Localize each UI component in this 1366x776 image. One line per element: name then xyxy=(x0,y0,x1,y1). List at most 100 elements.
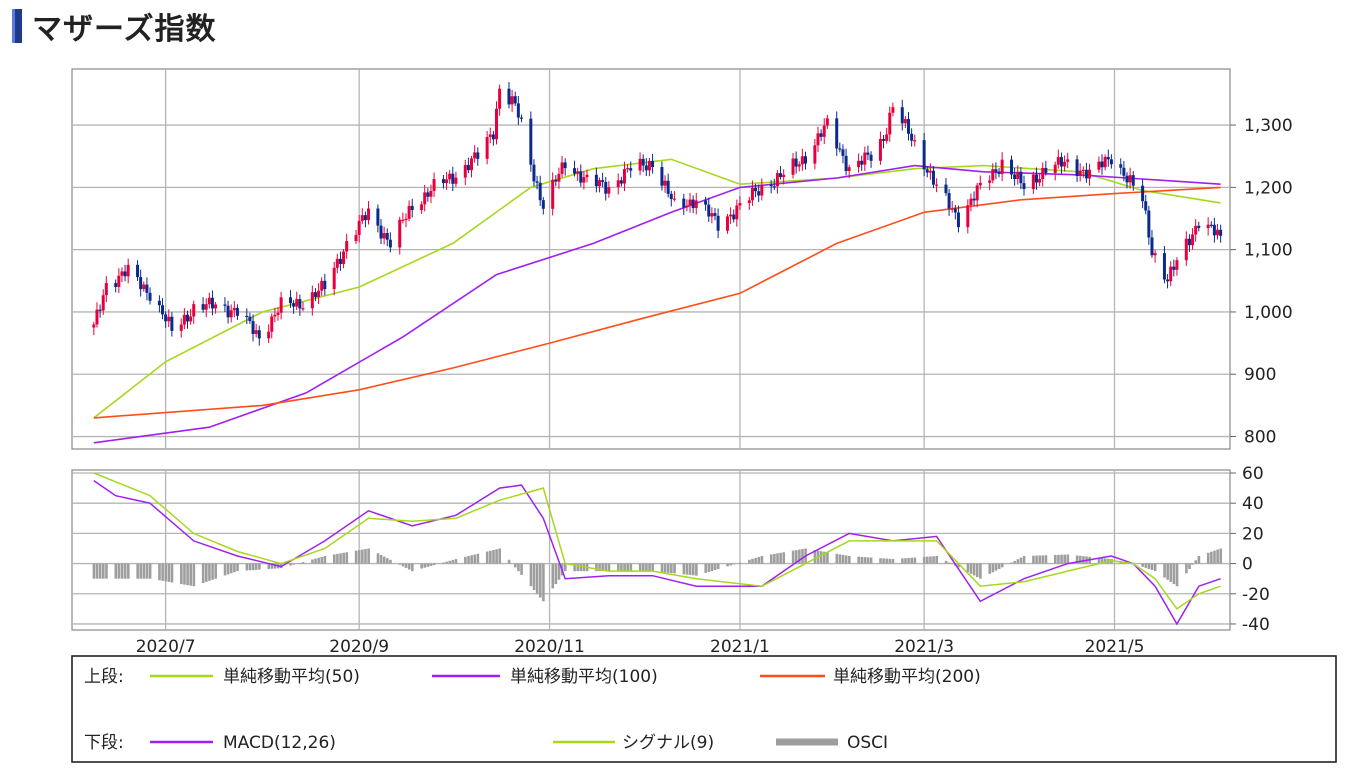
candle-body xyxy=(313,292,317,298)
osci-bar xyxy=(885,558,889,564)
candle-body xyxy=(136,264,140,278)
osci-bar xyxy=(688,563,692,576)
osci-bar xyxy=(189,563,193,586)
candle-body xyxy=(647,160,651,171)
osci-bar xyxy=(517,563,520,572)
upper-y-tick-label: 900 xyxy=(1244,365,1276,385)
osci-bar xyxy=(969,563,973,574)
osci-bar xyxy=(1019,557,1023,564)
osci-bar xyxy=(289,563,292,566)
osci-bar xyxy=(638,563,642,572)
series-line-macd xyxy=(93,479,1221,626)
candle-body xyxy=(104,283,108,296)
candle-body xyxy=(379,225,383,239)
candle-body xyxy=(725,216,729,231)
osci-bar xyxy=(95,563,99,579)
osci-bar xyxy=(420,563,423,569)
candle-body xyxy=(148,292,152,301)
osci-bar xyxy=(1166,563,1169,580)
candle-body xyxy=(691,199,695,209)
osci-bar xyxy=(1078,555,1082,564)
osci-bar xyxy=(105,563,108,579)
osci-bar xyxy=(507,559,511,564)
osci-bar xyxy=(869,557,873,564)
osci-bar xyxy=(1150,563,1154,571)
candle-body xyxy=(120,271,124,276)
osci-bar xyxy=(1010,562,1013,564)
candle-body xyxy=(276,312,280,315)
osci-bar xyxy=(929,556,932,564)
candle-body xyxy=(226,305,230,318)
osci-bar xyxy=(685,563,689,575)
osci-bar xyxy=(707,563,711,572)
candle-body xyxy=(441,179,445,184)
osci-bar xyxy=(258,563,261,570)
osci-bar xyxy=(1210,551,1213,564)
lower-y-tick-label: 0 xyxy=(1242,555,1253,575)
osci-bar xyxy=(1044,555,1048,564)
osci-bar xyxy=(1103,558,1107,564)
candle-body xyxy=(388,239,392,248)
osci-bar xyxy=(1000,563,1004,568)
osci-bar xyxy=(142,563,146,579)
osci-bar xyxy=(1016,559,1020,564)
lower-y-tick-label: 60 xyxy=(1242,464,1264,484)
title-bar: マザーズ指数 xyxy=(12,6,217,47)
osci-bar xyxy=(120,563,124,579)
candle-body xyxy=(1153,253,1157,256)
candle-body xyxy=(682,198,686,208)
osci-bar xyxy=(498,548,502,564)
candle-body xyxy=(1197,225,1201,229)
candle-body xyxy=(398,219,402,248)
candle-body xyxy=(629,168,633,171)
osci-bar xyxy=(236,563,239,572)
osci-bar xyxy=(538,563,542,598)
candle-body xyxy=(1131,175,1135,186)
candle-body xyxy=(551,179,555,209)
osci-bar xyxy=(713,563,717,571)
candle-body xyxy=(1031,174,1035,190)
osci-bar xyxy=(888,558,892,564)
candle-body xyxy=(997,171,1001,174)
candle-body xyxy=(179,324,183,331)
candle-body xyxy=(466,164,470,171)
candle-body xyxy=(407,205,411,219)
candle-body xyxy=(1216,229,1220,236)
osci-bar xyxy=(791,550,795,564)
osci-bar xyxy=(532,563,536,590)
osci-bar xyxy=(254,563,258,570)
osci-bar xyxy=(1163,563,1166,578)
x-tick-label: 2020/7 xyxy=(136,637,196,657)
osci-bar xyxy=(167,563,171,582)
osci-bar xyxy=(211,563,214,580)
osci-bar xyxy=(429,563,433,566)
osci-bar xyxy=(251,563,255,571)
osci-bar xyxy=(454,559,458,564)
osci-bar xyxy=(1060,554,1063,564)
candle-body xyxy=(900,107,904,124)
osci-bar xyxy=(576,563,580,572)
osci-bar xyxy=(1153,563,1157,572)
candle-body xyxy=(644,165,648,171)
osci-bar xyxy=(379,554,383,564)
osci-bar xyxy=(245,563,249,571)
candle-body xyxy=(1056,157,1060,165)
osci-bar xyxy=(604,563,608,572)
candle-body xyxy=(713,213,717,216)
candle-body xyxy=(182,314,186,325)
osci-bar xyxy=(292,563,296,565)
osci-bar xyxy=(320,556,324,564)
osci-bar xyxy=(819,551,823,564)
candle-body xyxy=(95,309,99,325)
osci-bar xyxy=(751,558,754,564)
osci-bar xyxy=(844,555,848,564)
candle-body xyxy=(857,160,861,168)
upper-y-tick-label: 800 xyxy=(1244,428,1276,448)
osci-bar xyxy=(1206,552,1210,564)
candle-body xyxy=(669,193,673,200)
legend-sma100-label: 単純移動平均(100) xyxy=(510,667,658,687)
osci-bar xyxy=(339,553,342,564)
osci-bar xyxy=(607,563,611,572)
osci-bar xyxy=(470,555,473,564)
candle-body xyxy=(1013,174,1017,179)
